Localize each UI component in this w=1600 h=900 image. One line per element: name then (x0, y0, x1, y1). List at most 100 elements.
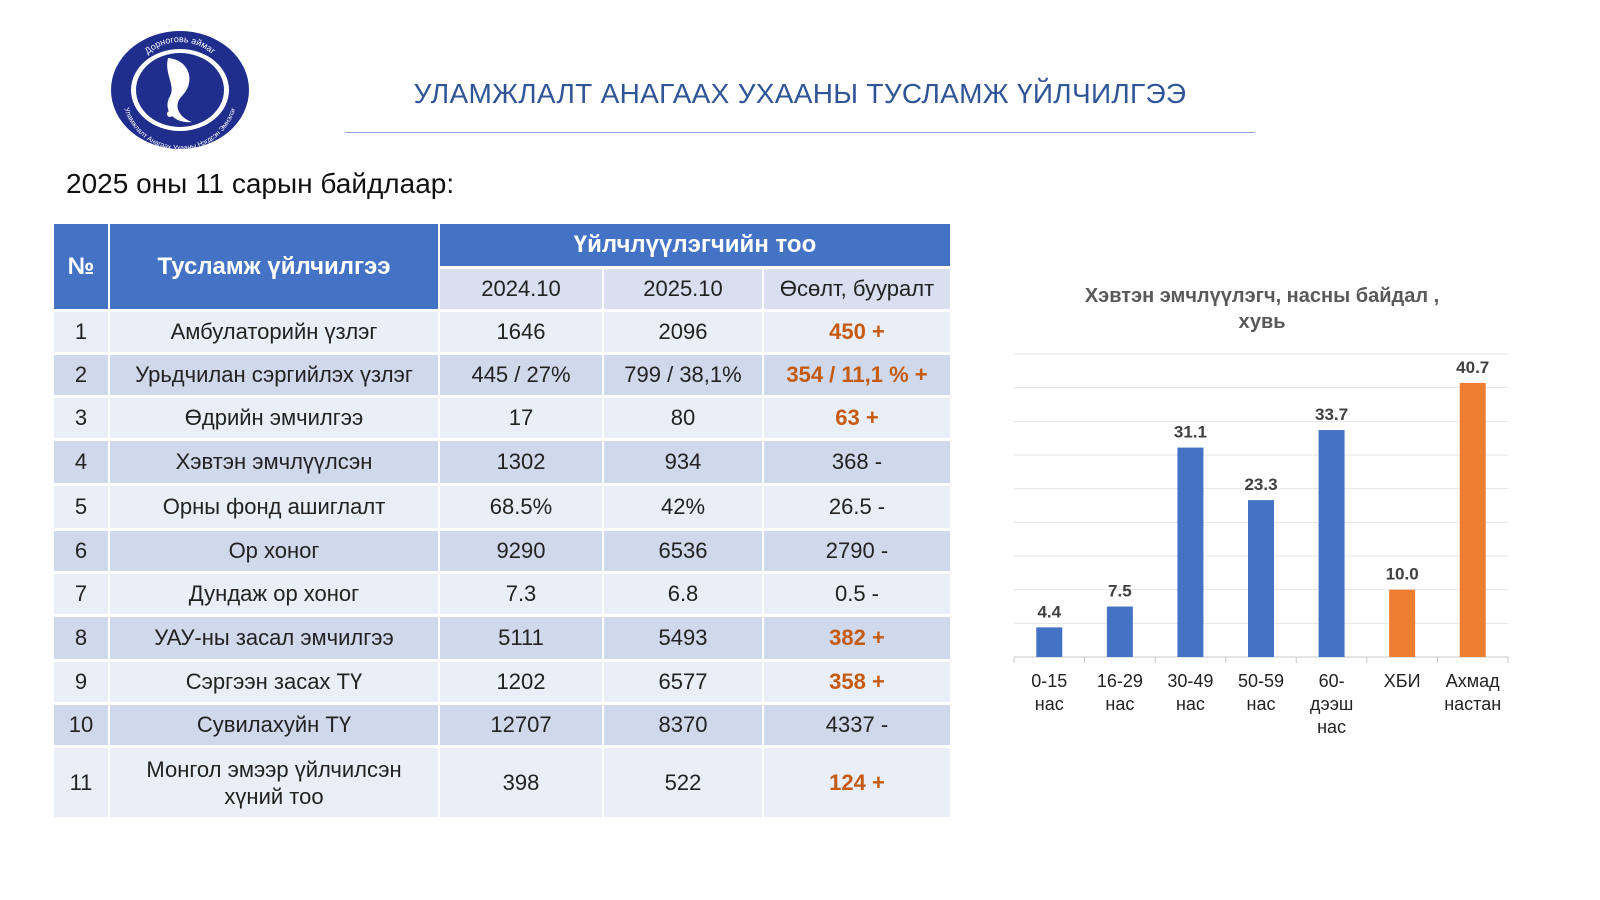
row-value-2024: 9290 (440, 531, 604, 574)
bar-value-label: 33.7 (1315, 405, 1348, 424)
row-number: 1 (54, 312, 110, 355)
services-table: № Тусламж үйлчилгээ Үйлчлүүлэгчийн тоо 2… (54, 224, 952, 820)
category-label: 16-29 нас (1097, 671, 1143, 714)
row-service-name: Хэвтэн эмчлүүлсэн (110, 441, 440, 486)
row-change: 358 + (764, 662, 952, 705)
row-number: 8 (54, 617, 110, 662)
table-row: 10 Сувилахуйн ТҮ 12707 8370 4337 - (54, 705, 952, 748)
row-change: 124 + (764, 748, 952, 820)
row-value-2025: 2096 (604, 312, 764, 355)
bar-value-label: 40.7 (1456, 358, 1489, 377)
row-service-name: Дундаж ор хоног (110, 574, 440, 617)
row-service-name: Өдрийн эмчилгээ (110, 398, 440, 441)
page-title: УЛАМЖЛАЛТ АНАГААХ УХААНЫ ТУСЛАМЖ ҮЙЛЧИЛГ… (413, 78, 1187, 109)
row-value-2025: 5493 (604, 617, 764, 662)
age-distribution-chart: Хэвтэн эмчлүүлэгч, насны байдал , хувь 4.4… (1013, 285, 1509, 737)
bar (1318, 430, 1345, 657)
bar (1459, 382, 1486, 657)
row-value-2025: 934 (604, 441, 764, 486)
row-service-name: Орны фонд ашиглалт (110, 486, 440, 531)
row-service-name: Амбулаторийн үзлэг (110, 312, 440, 355)
bar (1177, 447, 1204, 657)
row-value-2025: 6577 (604, 662, 764, 705)
row-service-name: Ор хоног (110, 531, 440, 574)
row-change: 2790 - (764, 531, 952, 574)
row-number: 7 (54, 574, 110, 617)
row-value-2025: 6.8 (604, 574, 764, 617)
row-change: 368 - (764, 441, 952, 486)
row-value-2024: 7.3 (440, 574, 604, 617)
title-divider (345, 132, 1255, 133)
table-row: 2 Урьдчилан сэргийлэх үзлэг 445 / 27% 799 /… (54, 355, 952, 398)
row-value-2024: 1302 (440, 441, 604, 486)
chart-title: Хэвтэн эмчлүүлэгч, насны байдал , хувь (1085, 285, 1439, 333)
col-header-2024: 2024.10 (440, 269, 604, 312)
row-value-2025: 522 (604, 748, 764, 820)
row-value-2025: 8370 (604, 705, 764, 748)
category-label: 30-49 нас (1167, 671, 1213, 714)
row-number: 2 (54, 355, 110, 398)
row-change: 354 / 11,1 % + (764, 355, 952, 398)
row-value-2025: 6536 (604, 531, 764, 574)
row-number: 4 (54, 441, 110, 486)
row-service-name: Сувилахуйн ТҮ (110, 705, 440, 748)
row-service-name: Сэргээн засах ТҮ (110, 662, 440, 705)
row-change: 450 + (764, 312, 952, 355)
category-label: Ахмад настан (1444, 671, 1501, 714)
bar-value-label: 7.5 (1108, 582, 1132, 601)
row-value-2025: 799 / 38,1% (604, 355, 764, 398)
category-label: 0-15 нас (1031, 671, 1067, 714)
row-change: 26.5 - (764, 486, 952, 531)
bar (1106, 606, 1133, 657)
col-header-change: Өсөлт, бууралт (764, 269, 952, 312)
row-service-name: Урьдчилан сэргийлэх үзлэг (110, 355, 440, 398)
category-label: 50-59 нас (1238, 671, 1284, 714)
row-value-2024: 17 (440, 398, 604, 441)
bar-value-label: 23.3 (1244, 475, 1277, 494)
col-header-2025: 2025.10 (604, 269, 764, 312)
bar (1248, 500, 1274, 657)
table-row: 5 Орны фонд ашиглалт 68.5% 42% 26.5 - (54, 486, 952, 531)
row-change: 4337 - (764, 705, 952, 748)
row-value-2024: 12707 (440, 705, 604, 748)
bar-value-label: 4.4 (1037, 602, 1061, 621)
row-value-2024: 1202 (440, 662, 604, 705)
bar-value-label: 31.1 (1174, 423, 1207, 442)
row-change: 63 + (764, 398, 952, 441)
col-header-number: № (54, 224, 110, 312)
table-row: 3 Өдрийн эмчилгээ 17 80 63 + (54, 398, 952, 441)
row-value-2024: 1646 (440, 312, 604, 355)
row-number: 10 (54, 705, 110, 748)
table-row: 1 Амбулаторийн үзлэг 1646 2096 450 + (54, 312, 952, 355)
row-service-name: Монгол эмээр үйлчилсэн хүний тоо (110, 748, 440, 820)
table-row: 9 Сэргээн засах ТҮ 1202 6577 358 + (54, 662, 952, 705)
date-subtitle: 2025 оны 11 сарын байдлаар: (66, 168, 455, 199)
row-number: 5 (54, 486, 110, 531)
row-number: 3 (54, 398, 110, 441)
row-value-2024: 398 (440, 748, 604, 820)
hospital-logo: Дорноговь аймаг Уламжлалт Анагаах Ухааны… (111, 31, 249, 150)
col-header-clients: Үйлчлүүлэгчийн тоо (440, 224, 952, 269)
bar-value-label: 10.0 (1386, 565, 1419, 584)
row-change: 382 + (764, 617, 952, 662)
row-value-2024: 5111 (440, 617, 604, 662)
category-label: ХБИ (1384, 671, 1421, 691)
row-value-2024: 445 / 27% (440, 355, 604, 398)
row-value-2024: 68.5% (440, 486, 604, 531)
row-number: 6 (54, 531, 110, 574)
row-value-2025: 80 (604, 398, 764, 441)
category-label: 60-дээш нас (1310, 671, 1354, 737)
row-number: 9 (54, 662, 110, 705)
row-number: 11 (54, 748, 110, 820)
row-change: 0.5 - (764, 574, 952, 617)
table-row: 7 Дундаж ор хоног 7.3 6.8 0.5 - (54, 574, 952, 617)
col-header-service: Тусламж үйлчилгээ (110, 224, 440, 312)
table-row: 8 УАУ-ны засал эмчилгээ 5111 5493 382 + (54, 617, 952, 662)
bar (1389, 589, 1416, 657)
row-value-2025: 42% (604, 486, 764, 531)
table-row: 6 Ор хоног 9290 6536 2790 - (54, 531, 952, 574)
table-row: 11 Монгол эмээр үйлчилсэн хүний тоо 398 522… (54, 748, 952, 820)
table-row: 4 Хэвтэн эмчлүүлсэн 1302 934 368 - (54, 441, 952, 486)
bar (1036, 627, 1063, 657)
row-service-name: УАУ-ны засал эмчилгээ (110, 617, 440, 662)
